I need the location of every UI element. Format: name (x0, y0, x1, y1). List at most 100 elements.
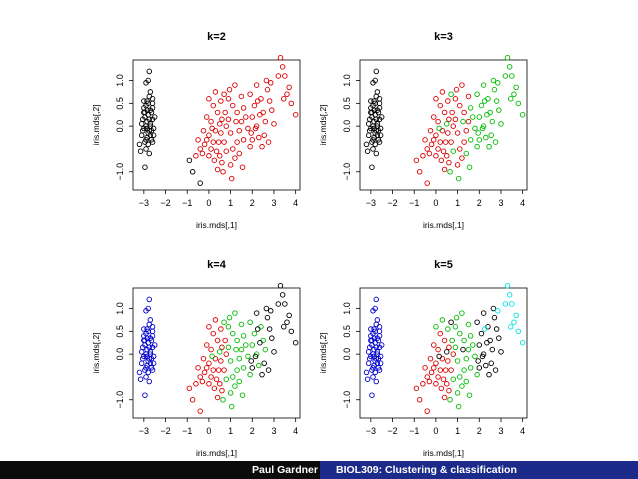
data-point (144, 335, 150, 341)
data-point (256, 134, 262, 141)
x-tick-label: −2 (387, 426, 397, 436)
data-point (479, 125, 486, 132)
data-point (494, 80, 501, 86)
data-point (368, 326, 374, 332)
data-point (367, 355, 373, 362)
data-point (372, 141, 378, 148)
data-point (264, 314, 271, 321)
x-tick-label: 0 (206, 426, 211, 436)
data-point (436, 125, 442, 132)
data-point (217, 121, 223, 127)
data-point (435, 146, 441, 152)
data-point (511, 91, 517, 97)
data-point (251, 102, 258, 109)
x-tick-label: 2 (477, 426, 482, 436)
data-point (486, 143, 492, 150)
data-point (465, 118, 472, 125)
data-point (208, 118, 214, 125)
panel-title: k=4 (207, 259, 227, 271)
data-point (221, 91, 227, 97)
data-point (214, 394, 221, 401)
data-point (206, 96, 212, 102)
data-point (262, 118, 269, 125)
data-point (424, 180, 430, 186)
data-point (145, 141, 151, 148)
data-point (253, 310, 260, 316)
data-point (263, 305, 270, 312)
x-tick-label: −3 (366, 426, 376, 436)
data-point (150, 132, 157, 139)
data-point (149, 328, 156, 335)
data-point (230, 102, 236, 109)
data-point (452, 116, 459, 123)
data-point (428, 369, 435, 376)
data-point (450, 376, 457, 382)
data-point (197, 180, 203, 186)
data-point (369, 164, 375, 170)
data-point (498, 121, 504, 127)
data-point (146, 93, 153, 100)
data-point (225, 116, 232, 123)
data-point (424, 408, 430, 414)
data-point (513, 84, 519, 91)
data-point (209, 125, 215, 132)
data-point (492, 367, 499, 373)
data-point (258, 324, 264, 330)
data-point (447, 397, 453, 403)
data-point (472, 125, 478, 132)
data-point (509, 301, 515, 307)
footer-course: BIOL309: Clustering & classification (320, 461, 638, 479)
data-point (449, 109, 455, 116)
data-point (267, 80, 274, 86)
data-point (472, 353, 478, 360)
data-point (437, 367, 443, 373)
data-point (478, 330, 485, 337)
data-point (489, 346, 496, 353)
data-point (137, 148, 144, 154)
data-point (461, 139, 467, 145)
data-point (208, 346, 214, 353)
data-point (376, 324, 383, 330)
data-point (206, 132, 212, 139)
x-tick-label: −1 (409, 426, 419, 436)
data-point (262, 346, 269, 353)
data-point (444, 153, 450, 159)
data-point (149, 100, 156, 107)
data-point (433, 324, 439, 330)
data-point (227, 358, 234, 364)
data-point (365, 349, 372, 355)
data-point (269, 335, 275, 341)
data-point (460, 118, 466, 125)
data-point (433, 360, 439, 367)
data-point (144, 107, 150, 113)
data-point (420, 153, 426, 159)
data-point (430, 365, 437, 371)
data-point (494, 308, 501, 314)
data-point (232, 82, 238, 88)
data-point (374, 89, 381, 95)
data-point (238, 93, 245, 100)
data-point (463, 150, 470, 157)
x-tick-label: 1 (455, 198, 460, 208)
data-point (373, 68, 380, 75)
data-point (430, 137, 437, 143)
data-point (218, 130, 224, 136)
data-point (377, 132, 384, 139)
data-point (225, 344, 232, 351)
panel-3: k=4 −3 −2 −1 0 1 2 3 4 −1.0 0.0 0.5 1.0 iris.mds[,1] i… (91, 259, 301, 458)
data-point (493, 326, 500, 332)
data-point (223, 123, 230, 129)
x-axis-label: iris.mds[,1] (423, 448, 464, 458)
data-point (261, 132, 267, 139)
data-point (254, 326, 261, 332)
data-point (254, 98, 261, 104)
data-point (232, 383, 238, 389)
data-point (142, 164, 148, 170)
data-point (444, 121, 450, 127)
data-point (218, 98, 224, 104)
data-point (467, 137, 474, 143)
x-tick-label: −1 (409, 198, 419, 208)
panel-2: k=3 −3 −2 −1 0 1 2 3 4 −1.0 0.0 0.5 1.0 iris.mds[,1] i… (318, 31, 528, 230)
data-point (144, 326, 150, 332)
data-point (259, 371, 265, 378)
